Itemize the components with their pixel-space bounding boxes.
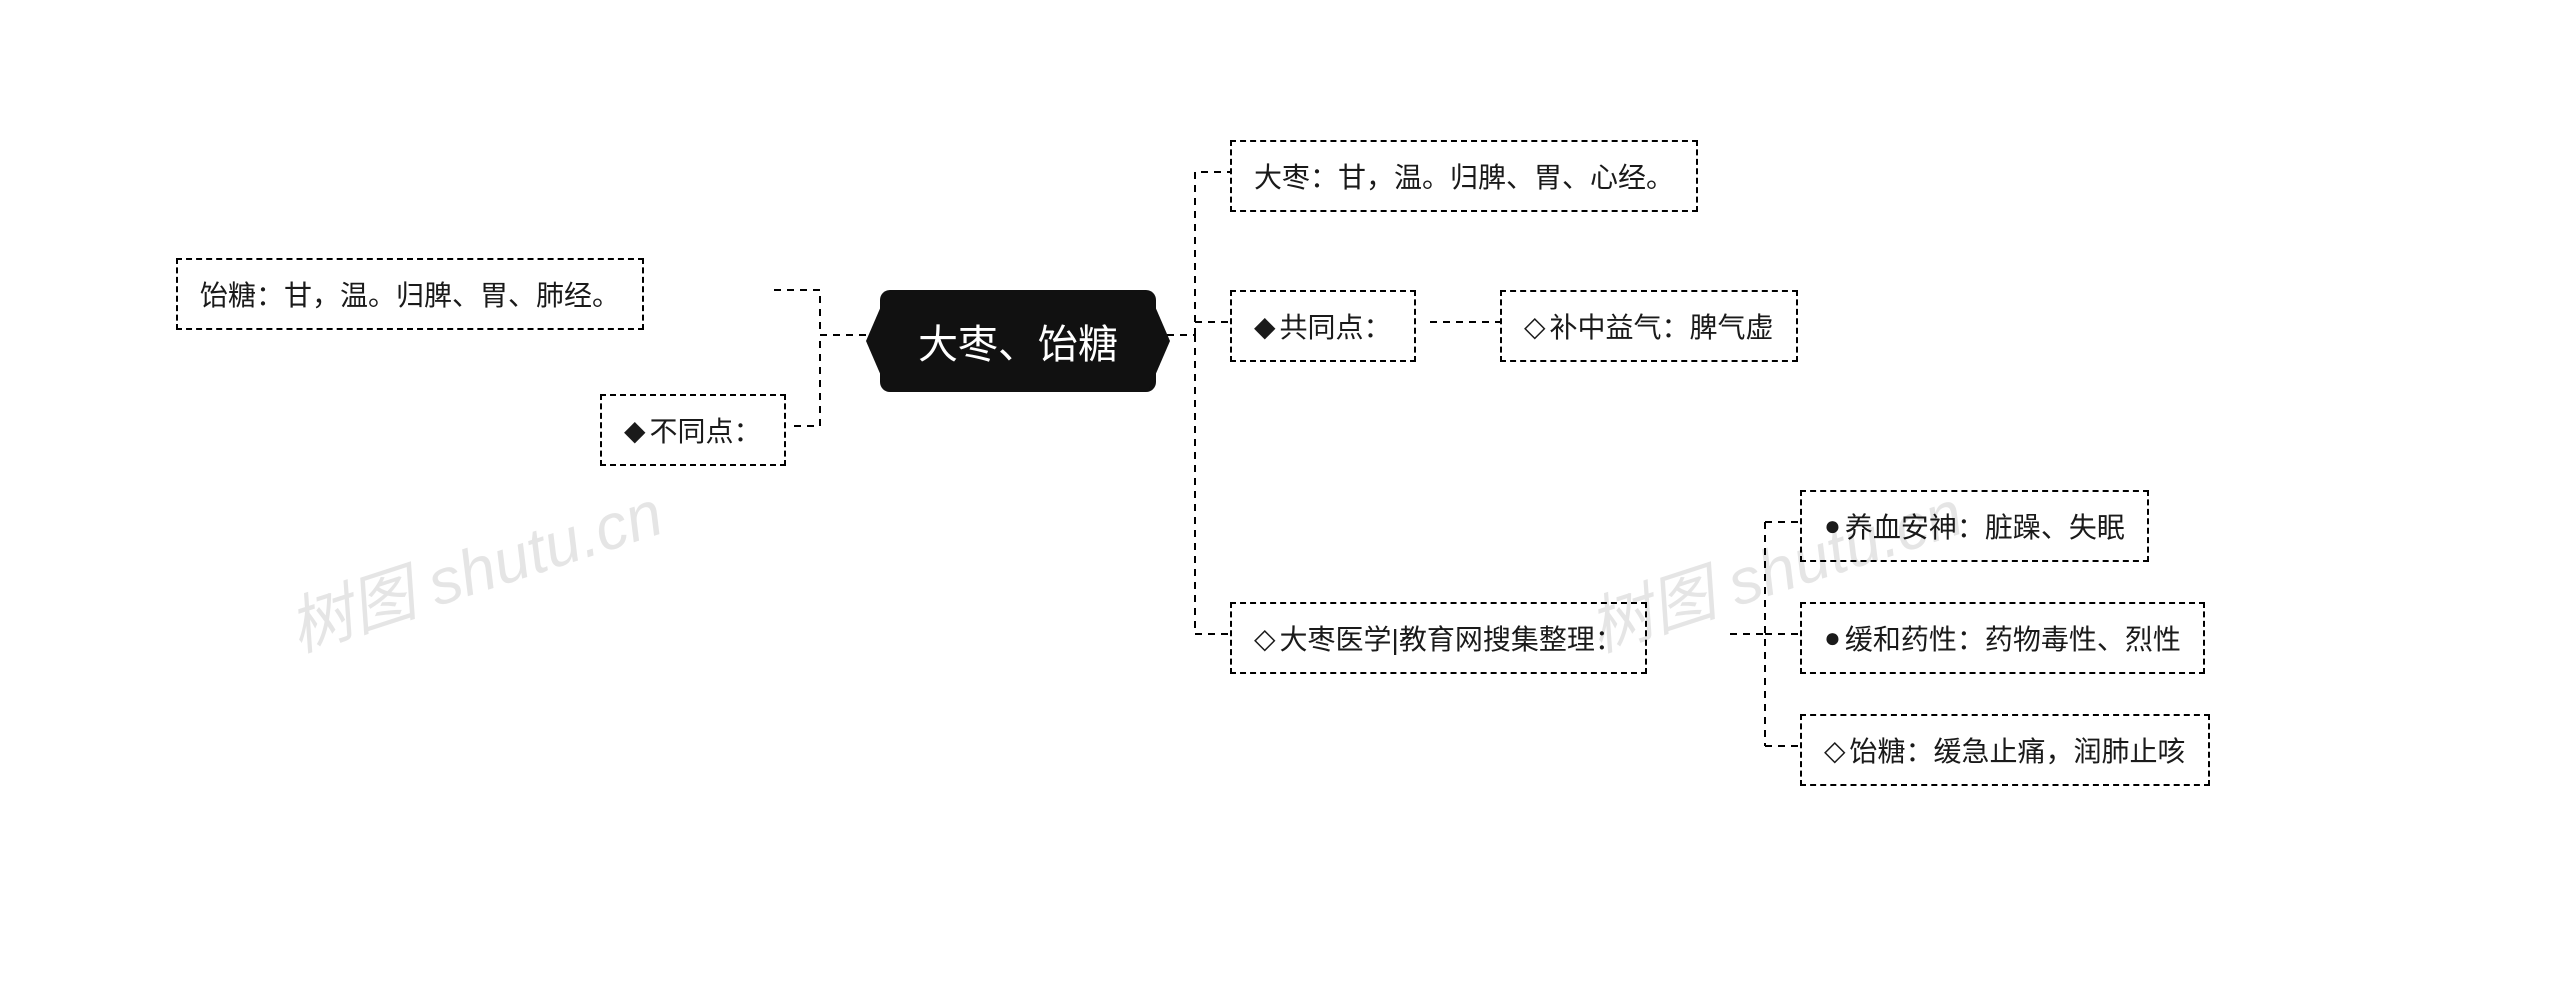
- root-label: 大枣、饴糖: [918, 323, 1118, 367]
- node-yangxue: ● 养血安神：脏躁、失眠: [1800, 490, 2149, 562]
- node-label: 缓和药性：药物毒性、烈性: [1845, 618, 2181, 658]
- node-label: 饴糖：缓急止痛，润肺止咳: [1850, 730, 2186, 770]
- root-node: 大枣、饴糖: [880, 290, 1156, 392]
- node-huanhe: ● 缓和药性：药物毒性、烈性: [1800, 602, 2205, 674]
- bullet: ◇: [1524, 310, 1546, 343]
- node-label: 共同点：: [1280, 306, 1392, 346]
- bullet: ◆: [624, 414, 646, 447]
- bullet: ◆: [1254, 310, 1276, 343]
- bullet: ●: [1824, 510, 1841, 542]
- bullet: ●: [1824, 622, 1841, 654]
- node-common-points: ◆ 共同点：: [1230, 290, 1416, 362]
- node-dazao-desc: 大枣：甘，温。归脾、胃、心经。: [1230, 140, 1698, 212]
- node-label: 大枣：甘，温。归脾、胃、心经。: [1254, 156, 1674, 196]
- node-label: 大枣医学|教育网搜集整理：: [1280, 618, 1623, 658]
- watermark-text: 树图 shutu.cn: [280, 477, 671, 665]
- watermark: 树图 shutu.cn: [275, 462, 672, 669]
- bullet: ◇: [1824, 734, 1846, 767]
- node-label: 养血安神：脏躁、失眠: [1845, 506, 2125, 546]
- node-label: 补中益气：脾气虚: [1550, 306, 1774, 346]
- node-left-yitang-desc: 饴糖：甘，温。归脾、胃、肺经。: [176, 258, 644, 330]
- node-label: 饴糖：甘，温。归脾、胃、肺经。: [200, 274, 620, 314]
- node-yitang-func: ◇ 饴糖：缓急止痛，润肺止咳: [1800, 714, 2210, 786]
- node-dazao-med: ◇ 大枣医学|教育网搜集整理：: [1230, 602, 1647, 674]
- node-common-child: ◇ 补中益气：脾气虚: [1500, 290, 1798, 362]
- node-label: 不同点：: [650, 410, 762, 450]
- bullet: ◇: [1254, 622, 1276, 655]
- node-differences: ◆ 不同点：: [600, 394, 786, 466]
